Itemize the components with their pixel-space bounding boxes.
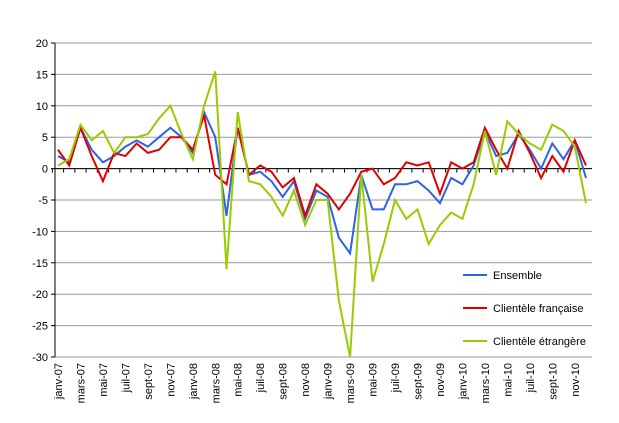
x-tick-label: mars-10 <box>480 363 492 403</box>
x-tick-label: sept-09 <box>412 363 424 400</box>
x-tick-label: mars-07 <box>75 363 87 403</box>
x-tick-label: nov-08 <box>300 363 312 397</box>
x-tick-label: janv-08 <box>188 363 200 400</box>
x-tick-label: nov-10 <box>570 363 582 397</box>
legend-label: Clientèle française <box>493 303 584 315</box>
y-tick-label: -30 <box>32 352 48 364</box>
x-tick-label: janv-09 <box>323 363 335 400</box>
legend-label: Clientèle étrangère <box>493 336 586 348</box>
x-tick-label: sept-08 <box>278 363 290 400</box>
x-tick-label: janv-10 <box>457 363 469 400</box>
x-tick-label: mai-08 <box>233 363 245 397</box>
x-tick-label: juil-08 <box>255 363 267 393</box>
x-tick-label: sept-10 <box>547 363 559 400</box>
series-line <box>57 70 587 358</box>
y-tick-label: 5 <box>42 132 48 144</box>
x-tick-label: nov-07 <box>165 363 177 397</box>
x-tick-label: juil-07 <box>120 363 132 393</box>
y-tick-label: -25 <box>32 321 48 333</box>
series-line <box>57 109 587 256</box>
y-tick-label: 10 <box>36 101 48 113</box>
series-line <box>57 114 587 219</box>
y-tick-label: 0 <box>42 164 48 176</box>
y-tick-label: 15 <box>36 69 48 81</box>
x-tick-label: mai-09 <box>368 363 380 397</box>
x-tick-label: mai-10 <box>502 363 514 397</box>
y-tick-label: -20 <box>32 289 48 301</box>
x-tick-label: juil-09 <box>390 363 402 393</box>
x-tick-label: nov-09 <box>435 363 447 397</box>
y-tick-label: 20 <box>36 38 48 50</box>
x-tick-label: mai-07 <box>98 363 110 397</box>
x-tick-label: mars-09 <box>345 363 357 403</box>
x-tick-label: juil-10 <box>525 363 537 393</box>
legend-label: Ensemble <box>493 270 542 282</box>
x-tick-label: sept-07 <box>143 363 155 400</box>
y-tick-label: -5 <box>38 195 48 207</box>
y-tick-label: -15 <box>32 258 48 270</box>
x-tick-label: mars-08 <box>210 363 222 403</box>
x-tick-label: janv-07 <box>53 363 65 400</box>
y-tick-label: -10 <box>32 226 48 238</box>
